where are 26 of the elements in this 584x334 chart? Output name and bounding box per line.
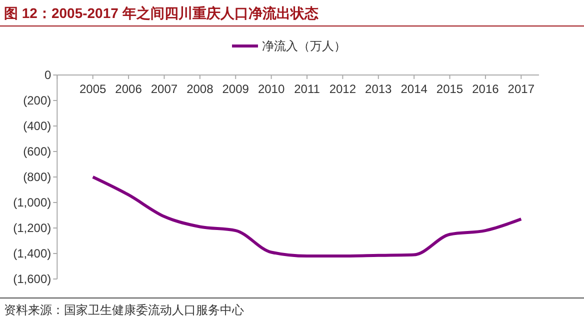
y-tick-label: (200)	[23, 94, 52, 108]
text: 资料来源：国家卫生健康委流动人口服务中心	[4, 303, 244, 317]
x-tick-label: 2007	[150, 82, 178, 96]
x-tick-label: 2015	[436, 82, 464, 96]
x-tick-label: 2009	[222, 82, 250, 96]
y-tick-label: (1,000)	[13, 196, 52, 210]
y-tick-label: (1,200)	[13, 221, 52, 236]
x-tick-label: 2010	[258, 82, 285, 96]
x-tick-label: 2016	[472, 82, 500, 96]
x-tick-label: 2013	[365, 82, 392, 96]
y-tick-label: (600)	[23, 144, 52, 159]
line-series	[91, 176, 523, 258]
legend-label: 净流入（万人）	[262, 39, 346, 54]
x-tick-label: 2011	[294, 82, 320, 96]
x-tick-label: 2006	[115, 82, 142, 96]
x-tick-label: 2008	[186, 82, 214, 96]
y-tick-label: (1,600)	[13, 272, 52, 286]
x-tick-label: 2014	[400, 82, 428, 96]
y-tick-label: 0	[44, 68, 52, 82]
x-tick-label: 2012	[329, 82, 356, 96]
y-tick-label: (800)	[23, 170, 52, 184]
x-tick-label: 2005	[79, 82, 107, 96]
y-tick-label: (400)	[23, 119, 52, 134]
x-tick-label: 2017	[508, 82, 535, 96]
y-tick-label: (1,400)	[13, 246, 52, 261]
chart-title: 图 12：2005-2017 年之间四川重庆人口净流出状态	[4, 5, 318, 21]
